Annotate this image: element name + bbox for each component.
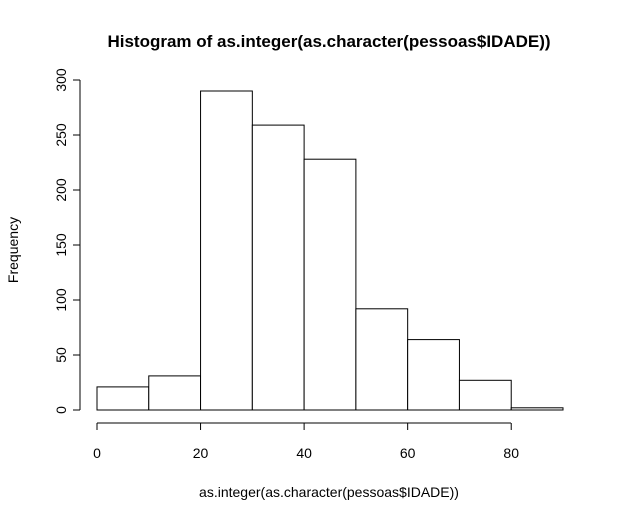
x-tick-label-1: 20 [193, 445, 209, 461]
bars-group [96, 90, 564, 411]
y-tick-label-0: 0 [53, 406, 69, 414]
x-tick-label-2: 40 [296, 445, 312, 461]
y-tick-label-1: 50 [53, 347, 69, 363]
x-axis-label: as.integer(as.character(pessoas$IDADE)) [199, 484, 459, 500]
x-tick-label-4: 80 [503, 445, 519, 461]
histogram-bar-5 [355, 308, 409, 411]
histogram-bar-2 [200, 90, 253, 411]
y-tick-label-3: 150 [53, 233, 69, 257]
histogram-bar-1 [148, 375, 202, 411]
y-axis-label: Frequency [5, 217, 21, 283]
x-tick-label-0: 0 [93, 445, 101, 461]
y-tick-label-4: 200 [53, 178, 69, 202]
y-axis: 0 50 100 150 200 250 300 [53, 68, 81, 414]
y-tick-label-6: 300 [53, 68, 69, 92]
y-tick-label-5: 250 [53, 123, 69, 147]
chart-title: Histogram of as.integer(as.character(pes… [107, 32, 550, 51]
histogram-bar-0 [96, 386, 150, 411]
histogram-bar-4 [303, 158, 357, 411]
histogram-bar-6 [407, 339, 460, 411]
histogram-bar-8 [510, 407, 564, 411]
x-tick-label-3: 60 [400, 445, 416, 461]
y-tick-label-2: 100 [53, 288, 69, 312]
histogram-bar-7 [458, 379, 512, 411]
x-axis: 0 20 40 60 80 [93, 422, 519, 461]
histogram-bar-3 [251, 124, 305, 411]
